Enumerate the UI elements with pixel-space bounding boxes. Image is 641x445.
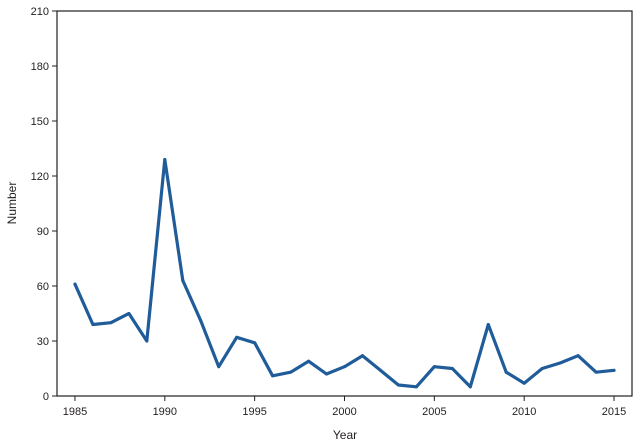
y-tick-label: 150 — [31, 116, 49, 128]
data-point — [109, 321, 113, 325]
x-tick-label: 2000 — [332, 406, 356, 418]
data-point — [235, 335, 239, 339]
data-point — [504, 370, 508, 374]
data-point — [271, 374, 275, 378]
data-point — [414, 385, 418, 389]
data-point — [612, 368, 616, 372]
y-tick-label: 210 — [31, 6, 49, 18]
data-point — [217, 365, 221, 369]
y-tick-label: 180 — [31, 61, 49, 73]
data-point — [91, 323, 95, 326]
x-tick-label: 2005 — [422, 406, 446, 418]
x-axis-title: Year — [333, 428, 357, 442]
data-point — [486, 323, 490, 326]
series-group — [73, 157, 616, 389]
data-point — [360, 354, 364, 358]
y-tick-label: 120 — [31, 171, 49, 183]
y-tick-label: 60 — [37, 281, 49, 293]
data-point — [145, 339, 149, 343]
y-tick-label: 30 — [37, 336, 49, 348]
data-point — [289, 370, 293, 374]
y-tick-label: 90 — [37, 226, 49, 238]
y-tick-label: 0 — [43, 391, 49, 403]
data-point — [576, 354, 580, 358]
x-axis-ticks: 1985 1990 1995 2000 2005 2010 2015 — [63, 396, 626, 418]
data-point — [73, 282, 77, 286]
data-point — [163, 158, 167, 161]
data-point — [181, 279, 185, 282]
data-point — [127, 312, 131, 315]
data-point — [343, 365, 346, 369]
series-line — [73, 157, 616, 389]
data-point — [396, 383, 400, 387]
data-point — [522, 381, 526, 385]
data-point — [558, 361, 562, 365]
data-point — [450, 367, 454, 370]
data-point — [325, 372, 329, 376]
y-axis-ticks: 0 30 60 90 120 150 180 210 — [31, 6, 57, 403]
data-point — [594, 370, 598, 374]
x-tick-label: 2010 — [512, 406, 536, 418]
x-tick-label: 1990 — [153, 406, 177, 418]
data-point — [468, 385, 472, 389]
data-point — [378, 368, 382, 372]
y-axis-title: Number — [5, 182, 19, 225]
data-point — [540, 367, 544, 370]
x-tick-label: 1985 — [63, 406, 87, 418]
data-point — [432, 365, 436, 369]
data-point — [307, 359, 311, 363]
data-point — [199, 319, 203, 323]
x-tick-label: 1995 — [242, 406, 266, 418]
data-point — [253, 341, 257, 345]
x-tick-label: 2015 — [602, 406, 626, 418]
